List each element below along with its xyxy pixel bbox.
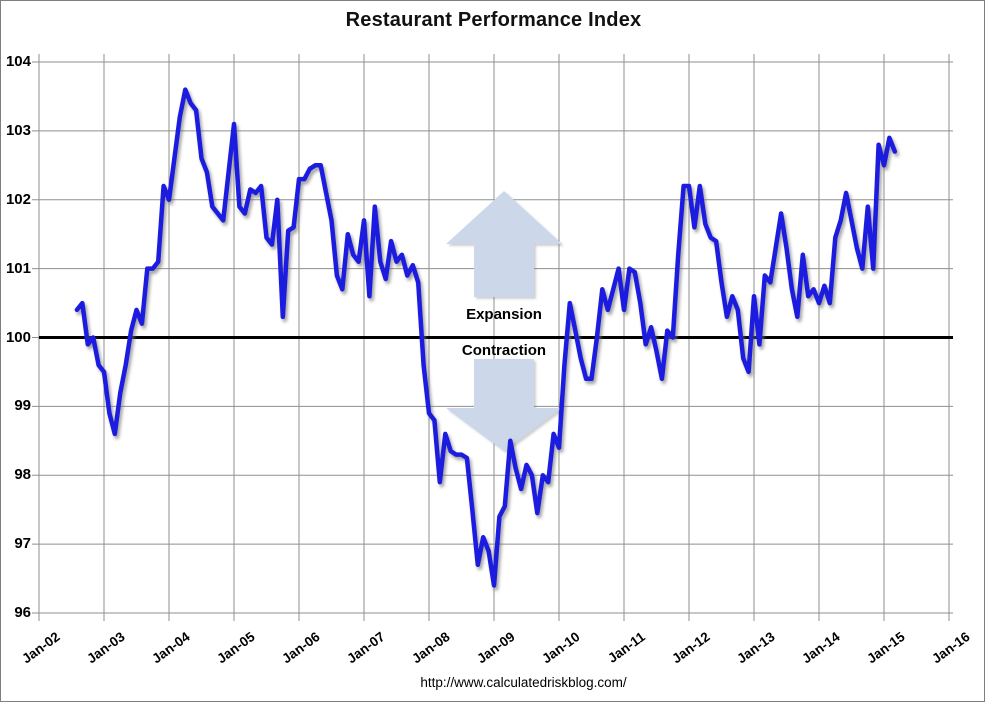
y-axis-label: 101 xyxy=(5,259,31,277)
y-axis-label: 97 xyxy=(14,535,31,553)
y-axis-label: 103 xyxy=(5,121,31,139)
y-axis-label: 96 xyxy=(14,604,31,621)
contraction-label: Contraction xyxy=(461,342,547,359)
y-axis-label: 99 xyxy=(14,397,31,415)
y-axis-label: 104 xyxy=(5,53,31,70)
y-axis-label: 100 xyxy=(5,328,31,346)
expansion-label: Expansion xyxy=(466,306,542,323)
contraction-down-arrow xyxy=(446,359,562,451)
source-url: http://www.calculatedriskblog.com/ xyxy=(420,675,627,690)
y-axis-label: 102 xyxy=(5,190,31,208)
y-axis-label: 98 xyxy=(14,466,31,484)
rpi-data-line xyxy=(74,87,898,588)
chart-title: Restaurant Performance Index xyxy=(345,9,642,31)
expansion-up-arrow xyxy=(446,191,562,297)
